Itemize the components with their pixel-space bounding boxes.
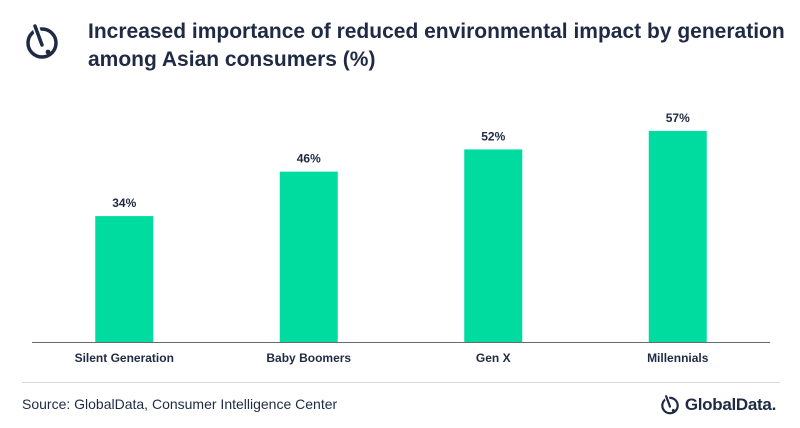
data-label: 57% bbox=[666, 111, 690, 125]
globaldata-mark-icon bbox=[661, 394, 679, 415]
bar-chart: 34% Silent Generation 46% Baby Boomers 52% Ge… bbox=[0, 95, 800, 380]
category-label: Baby Boomers bbox=[266, 351, 351, 365]
data-label: 46% bbox=[297, 152, 321, 166]
category-label: Millennials bbox=[647, 351, 709, 365]
bar-silent-generation bbox=[95, 216, 154, 342]
bar-chart-svg: 34% Silent Generation 46% Baby Boomers 52% Ge… bbox=[32, 111, 770, 365]
brand-logo: GlobalData. bbox=[659, 392, 776, 418]
footer-divider bbox=[22, 382, 780, 383]
source-note: Source: GlobalData, Consumer Intelligenc… bbox=[22, 396, 338, 412]
bar-millennials bbox=[648, 130, 707, 342]
data-label: 52% bbox=[481, 129, 505, 143]
brand-name: GlobalData. bbox=[684, 395, 776, 414]
chart-title: Increased importance of reduced environm… bbox=[88, 20, 785, 71]
globaldata-mark-icon bbox=[26, 23, 58, 59]
chart-header: Increased importance of reduced environm… bbox=[22, 14, 785, 84]
data-label: 34% bbox=[112, 196, 136, 210]
category-label: Gen X bbox=[476, 351, 511, 365]
bar-gen-x bbox=[464, 149, 523, 342]
bar-baby-boomers bbox=[279, 171, 338, 342]
category-label: Silent Generation bbox=[75, 351, 174, 365]
